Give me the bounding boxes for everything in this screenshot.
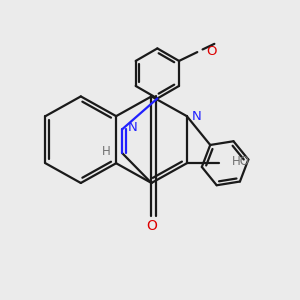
Text: N: N xyxy=(127,122,137,134)
Text: HO: HO xyxy=(232,155,250,168)
Text: N: N xyxy=(192,110,202,123)
Text: O: O xyxy=(147,219,158,233)
Text: H: H xyxy=(102,145,111,158)
Text: O: O xyxy=(207,45,217,58)
